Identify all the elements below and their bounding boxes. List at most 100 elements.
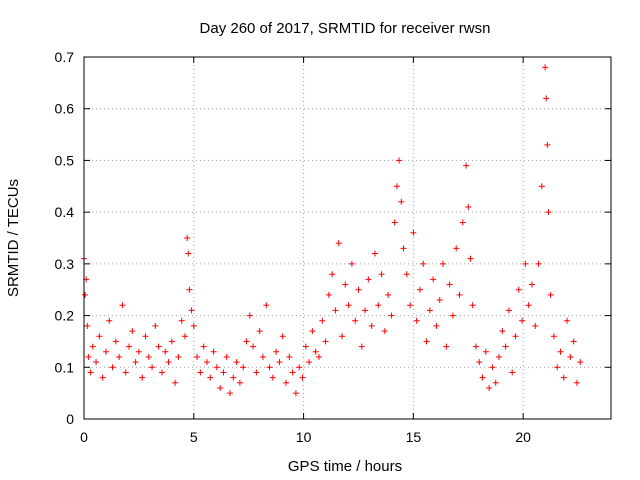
data-point: [309, 328, 316, 335]
y-tick-label: 0.4: [55, 204, 75, 220]
data-point: [165, 359, 172, 366]
x-axis-label: GPS time / hours: [288, 458, 402, 475]
data-point: [515, 286, 522, 293]
data-point: [99, 374, 106, 381]
data-point: [371, 250, 378, 257]
data-point: [385, 291, 392, 298]
data-point: [492, 379, 499, 386]
y-tick-label: 0: [66, 411, 74, 427]
data-point: [197, 369, 204, 376]
data-point: [203, 359, 210, 366]
data-point: [200, 343, 207, 350]
data-point: [577, 359, 584, 366]
data-point: [482, 348, 489, 355]
data-point: [319, 317, 326, 324]
data-point: [538, 183, 545, 190]
data-point: [276, 359, 283, 366]
x-tick-label: 10: [296, 429, 312, 445]
data-point: [85, 353, 92, 360]
data-point: [567, 353, 574, 360]
data-point: [162, 348, 169, 355]
data-point: [368, 322, 375, 329]
data-point: [410, 229, 417, 236]
data-point: [302, 343, 309, 350]
data-point: [440, 260, 447, 267]
data-point: [465, 203, 472, 210]
data-point: [289, 369, 296, 376]
data-point: [122, 369, 129, 376]
data-point: [557, 348, 564, 355]
data-point: [269, 374, 276, 381]
data-point: [423, 338, 430, 345]
data-point: [345, 302, 352, 309]
data-point: [112, 338, 119, 345]
data-point: [243, 338, 250, 345]
data-point: [335, 240, 342, 247]
y-tick-label: 0.2: [55, 308, 75, 324]
x-tick-label: 0: [80, 429, 88, 445]
data-point: [236, 379, 243, 386]
data-point: [213, 364, 220, 371]
data-point: [446, 281, 453, 288]
data-point: [502, 343, 509, 350]
data-point: [279, 333, 286, 340]
data-point: [564, 317, 571, 324]
data-point: [365, 276, 372, 283]
data-point: [185, 250, 192, 257]
chart-title: Day 260 of 2017, SRMTID for receiver rws…: [200, 20, 491, 37]
data-point: [155, 343, 162, 350]
data-point: [168, 338, 175, 345]
data-point: [149, 364, 156, 371]
data-point: [172, 379, 179, 386]
x-tick-label: 5: [190, 429, 198, 445]
data-point: [109, 364, 116, 371]
data-point: [348, 260, 355, 267]
data-point: [358, 343, 365, 350]
data-point: [453, 245, 460, 252]
data-point: [233, 359, 240, 366]
data-point: [391, 219, 398, 226]
data-point: [129, 328, 136, 335]
data-point: [126, 343, 133, 350]
data-point: [352, 317, 359, 324]
plot-frame: [83, 56, 612, 420]
data-points: [81, 64, 584, 397]
y-axis-label: SRMTID / TECUs: [5, 179, 22, 297]
data-point: [250, 343, 257, 350]
data-point: [184, 235, 191, 241]
data-point: [459, 219, 466, 226]
data-point: [532, 322, 539, 329]
data-point: [543, 95, 550, 102]
data-point: [296, 364, 303, 371]
y-tick-label: 0.7: [55, 49, 75, 65]
data-point: [246, 312, 253, 319]
data-point: [116, 353, 123, 360]
axis-ticks: [83, 56, 611, 420]
data-point: [467, 255, 474, 262]
data-point: [220, 369, 227, 376]
x-tick-label: 15: [406, 429, 422, 445]
data-point: [329, 271, 336, 278]
data-point: [381, 328, 388, 335]
data-point: [102, 348, 109, 355]
data-point: [388, 312, 395, 319]
data-point: [375, 302, 382, 309]
data-point: [89, 343, 96, 350]
data-point: [256, 328, 263, 335]
data-point: [496, 353, 503, 360]
data-point: [355, 286, 362, 293]
data-point: [132, 359, 139, 366]
data-point: [263, 302, 270, 309]
data-point: [158, 369, 165, 376]
x-tick-labels: 0 5 10 15 20: [80, 429, 531, 445]
data-point: [398, 198, 405, 205]
data-point: [306, 359, 313, 366]
data-point: [525, 302, 532, 309]
data-point: [299, 374, 306, 381]
data-point: [522, 260, 529, 267]
data-point: [342, 281, 349, 288]
data-point: [82, 291, 89, 298]
data-point: [87, 369, 94, 376]
data-point: [186, 286, 193, 293]
data-point: [286, 353, 293, 360]
